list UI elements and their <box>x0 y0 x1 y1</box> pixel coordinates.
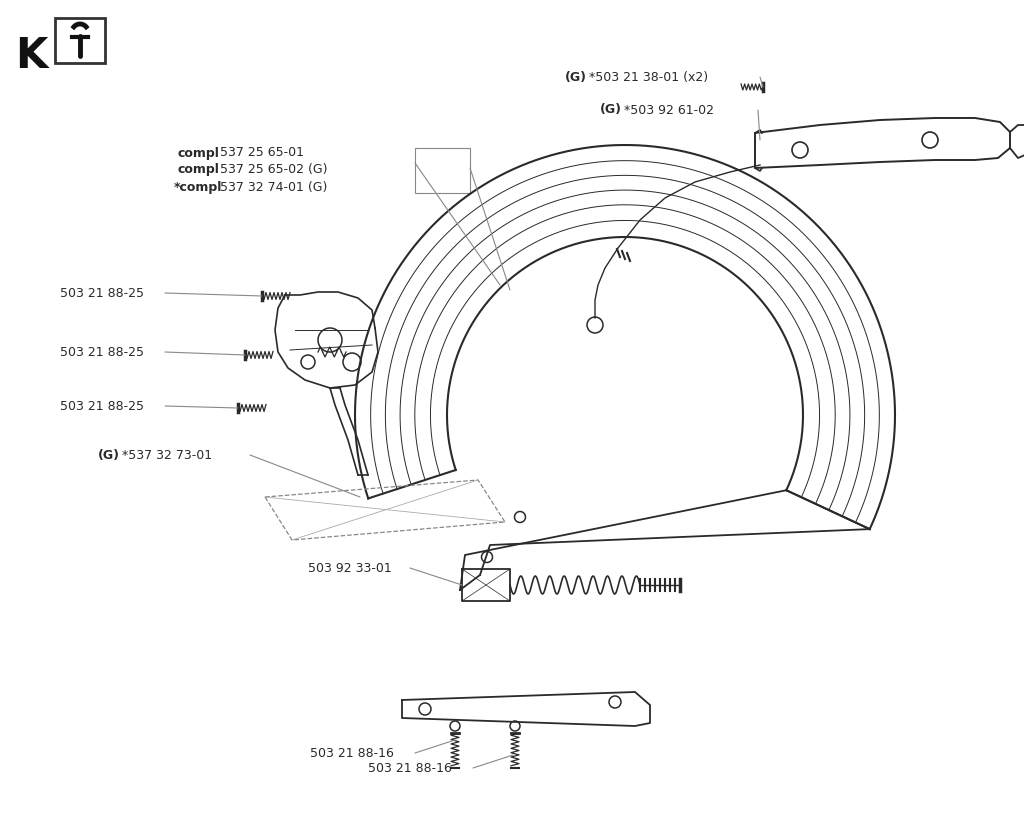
Bar <box>415 148 470 193</box>
Text: 503 21 88-25: 503 21 88-25 <box>60 399 144 413</box>
Text: compl: compl <box>178 147 220 159</box>
Text: 537 25 65-01: 537 25 65-01 <box>220 147 304 159</box>
Text: 537 25 65-02 (G): 537 25 65-02 (G) <box>220 164 328 177</box>
Text: *compl: *compl <box>174 180 222 193</box>
Text: *503 92 61-02: *503 92 61-02 <box>624 104 714 116</box>
Text: *537 32 73-01: *537 32 73-01 <box>122 448 212 461</box>
Text: (G): (G) <box>98 448 120 461</box>
Text: (G): (G) <box>600 104 622 116</box>
Text: (G): (G) <box>565 71 587 84</box>
Text: 537 32 74-01 (G): 537 32 74-01 (G) <box>220 180 328 193</box>
Text: 503 92 33-01: 503 92 33-01 <box>308 562 392 574</box>
Text: 503 21 88-25: 503 21 88-25 <box>60 345 144 359</box>
Text: compl: compl <box>178 164 220 177</box>
Text: 503 21 88-16: 503 21 88-16 <box>310 746 394 759</box>
Bar <box>55 18 105 63</box>
Text: 503 21 88-16: 503 21 88-16 <box>368 761 452 774</box>
Text: 503 21 88-25: 503 21 88-25 <box>60 286 144 300</box>
Text: K: K <box>15 35 47 77</box>
Text: *503 21 38-01 (x2): *503 21 38-01 (x2) <box>589 71 709 84</box>
